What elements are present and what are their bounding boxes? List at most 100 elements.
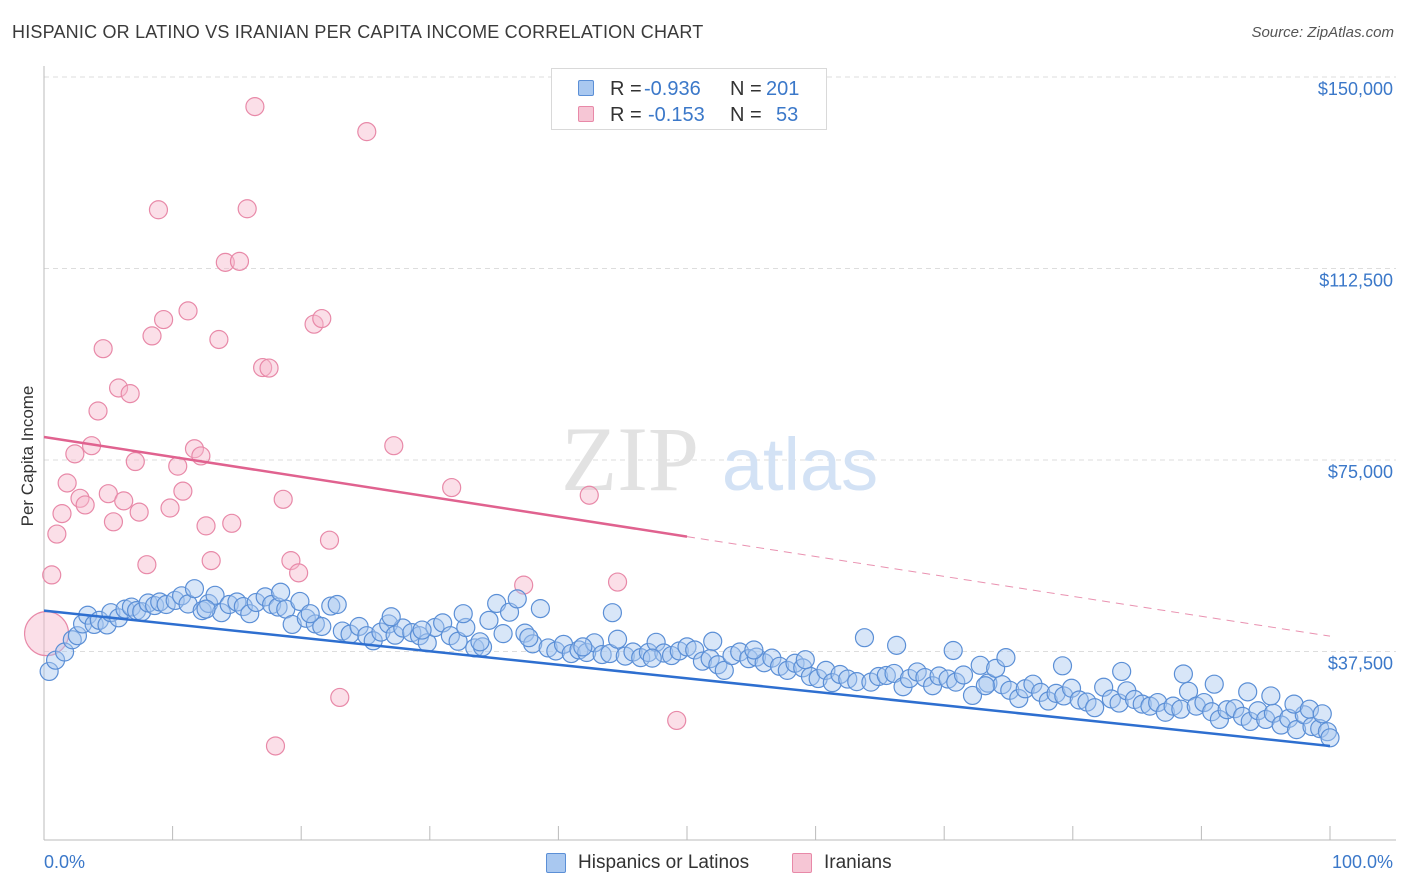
hispanic-point (847, 672, 867, 692)
hispanic-point (211, 603, 232, 623)
r-value: -0.153 (648, 104, 705, 126)
hispanic-point (795, 650, 815, 670)
hispanic-point (884, 663, 904, 684)
hispanic-point (887, 635, 907, 655)
hispanic-point (219, 594, 239, 615)
hispanic-point (1054, 686, 1074, 706)
iranian-point (178, 301, 198, 321)
hispanic-point (573, 637, 593, 657)
hispanic-point (393, 618, 413, 638)
hispanic-point (379, 614, 399, 634)
hispanic-point (1261, 686, 1281, 706)
hispanic-point (1173, 664, 1193, 684)
hispanic-point (54, 642, 75, 662)
hispanic-point (546, 641, 566, 661)
hispanic-point (1312, 704, 1332, 724)
hispanic-point (507, 589, 527, 609)
iranian-point (160, 498, 180, 518)
y-tick-label: $112,500 (1319, 271, 1393, 291)
x-tick-label: 0.0% (44, 852, 85, 872)
iranian-swatch (578, 106, 594, 122)
iranian-point (289, 563, 309, 583)
hispanic-point (592, 644, 612, 665)
iranian-point (114, 491, 134, 511)
hispanic-point (1299, 699, 1320, 719)
hispanic-point (602, 603, 623, 623)
iranian-point (357, 122, 377, 142)
iranian-trend-line (43, 435, 688, 538)
hispanic-point (654, 643, 674, 663)
iranian-point (245, 97, 265, 117)
iranian-point (103, 512, 124, 532)
hispanic-point (1132, 694, 1152, 714)
hispanic-point (1202, 702, 1222, 722)
hispanic-points (39, 579, 1340, 748)
hispanic-point (915, 667, 935, 688)
hispanic-point (321, 596, 341, 616)
hispanic-point (184, 579, 205, 599)
iranian-trend-extension (686, 536, 1331, 637)
iranian-point (65, 444, 85, 464)
hispanic-point (205, 585, 225, 605)
chart-title: HISPANIC OR LATINO VS IRANIAN PER CAPITA… (12, 22, 704, 42)
hispanic-point (946, 672, 966, 692)
hispanic-point (962, 685, 983, 706)
axes (43, 66, 1396, 841)
iranians-points (23, 97, 687, 756)
iranian-point (196, 516, 216, 536)
y-tick-label: $150,000 (1318, 79, 1393, 99)
hispanic-point (312, 616, 332, 637)
hispanic-point (876, 665, 896, 686)
legend-label: Iranians (824, 852, 892, 873)
hispanic-point (246, 592, 266, 613)
iranian-point (384, 436, 404, 456)
n-label: N = (730, 78, 762, 100)
hispanic-point (385, 625, 405, 645)
hispanic-point (530, 599, 550, 619)
hispanic-point (1204, 674, 1224, 694)
hispanic-point (300, 604, 320, 624)
watermark-atlas: atlas (722, 423, 878, 506)
n-value: 53 (776, 104, 799, 126)
hispanic-point (240, 604, 260, 624)
iranian-point (70, 488, 90, 508)
hispanic-point (692, 651, 713, 671)
iranian-point (148, 200, 169, 220)
hispanic-point (1023, 674, 1043, 694)
hispanic-point (1069, 690, 1089, 710)
hispanic-point (1225, 699, 1245, 719)
hispanic-point (1061, 678, 1082, 698)
r-label: R = (610, 78, 642, 100)
iranian-point (265, 736, 286, 756)
stats-row-hispanic: R = -0.936 N = 201 (552, 75, 826, 101)
hispanic-trend-line (43, 609, 1331, 748)
iranian-point (125, 451, 145, 472)
iranian-point (137, 555, 157, 575)
hispanic-point (493, 624, 513, 644)
hispanic-point (268, 597, 288, 617)
iranian-point (442, 477, 462, 498)
hispanic-point (777, 660, 797, 680)
hispanic-point (975, 676, 995, 696)
watermark-zip: ZIP (561, 408, 699, 510)
stats-box: R = -0.936 N = 201 R = -0.153 N = 53 (551, 68, 827, 130)
hispanic-point (943, 640, 963, 661)
grid-lines (44, 76, 1396, 652)
hispanic-point (412, 620, 432, 640)
hispanic-point (371, 622, 391, 642)
hispanic-point (703, 631, 723, 651)
hispanic-point (899, 668, 920, 689)
hispanic-point (327, 594, 347, 615)
watermark: ZIP atlas (561, 408, 878, 510)
iranian-point (88, 401, 108, 421)
hispanic-point (816, 660, 836, 680)
iranian-point (42, 565, 62, 585)
y-tick-label: $75,000 (1328, 462, 1393, 482)
hispanic-point (808, 668, 828, 689)
hispanic-point (714, 660, 734, 680)
hispanic-point (1240, 711, 1260, 732)
x-tick-label: 100.0% (1332, 852, 1393, 872)
hispanic-point (538, 638, 558, 658)
hispanic-point (1046, 683, 1066, 703)
